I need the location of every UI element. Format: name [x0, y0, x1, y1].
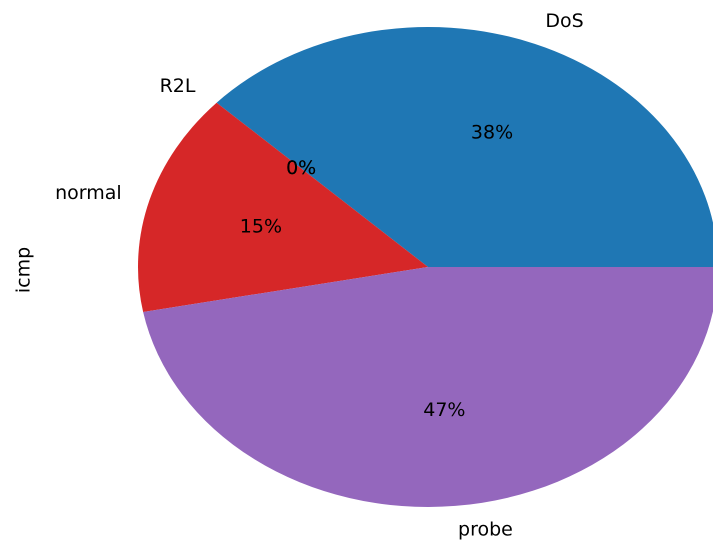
slice-label: probe	[458, 518, 513, 540]
pct-label: 38%	[471, 122, 513, 144]
pct-label: 15%	[240, 215, 282, 237]
slice-label: R2L	[160, 75, 196, 97]
pie-slice	[216, 27, 713, 267]
slice-label: DoS	[545, 10, 583, 32]
pct-label: 0%	[286, 157, 316, 179]
pct-label: 47%	[423, 399, 465, 421]
slice-label: normal	[55, 182, 122, 204]
pie-slice	[137, 102, 428, 312]
pct-label: 0%	[286, 157, 316, 179]
y-axis-label: icmp	[13, 247, 35, 293]
pie-slice	[143, 267, 713, 507]
